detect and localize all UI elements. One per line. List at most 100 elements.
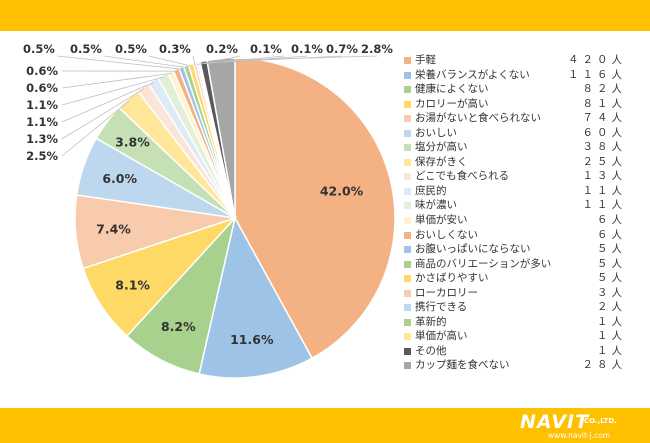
legend-swatch <box>404 173 411 181</box>
legend-label: おいしくない <box>415 228 478 241</box>
legend-label: ローカロリー <box>415 286 478 299</box>
data-label: 0.1% <box>291 42 323 56</box>
legend-label: お湯がないと食べられない <box>415 112 541 125</box>
data-label: 11.6% <box>230 332 274 347</box>
data-label: 3.8% <box>115 135 150 150</box>
pie-slice <box>198 215 314 379</box>
legend-swatch <box>404 318 411 326</box>
legend-value: １３人 <box>582 170 626 183</box>
legend-value: ６０人 <box>582 126 626 139</box>
legend-entry: お腹いっぱいにならない ５人 <box>404 242 640 257</box>
legend-value: １１人 <box>582 184 626 197</box>
data-label: 0.2% <box>206 42 238 56</box>
legend-label: お腹いっぱいにならない <box>415 243 531 256</box>
legend-value: ８２人 <box>582 83 626 96</box>
data-label: 0.6% <box>26 81 58 95</box>
leader-line <box>221 55 378 61</box>
legend-value: ５人 <box>597 257 626 270</box>
leader-line <box>203 55 343 64</box>
pie-chart: 42.0% 11.6% 8.2% 8.1% 7.4% 6.0% 3.8% 0.5% 0.5% 0.… <box>23 42 396 379</box>
legend-entry: 庶民的 １１人 <box>404 184 640 199</box>
legend-swatch <box>404 362 411 370</box>
legend-value: ３人 <box>597 286 626 299</box>
logo-text: NAVIT <box>520 411 590 433</box>
legend-label: かさばりやすい <box>415 272 489 285</box>
legend-value: ３８人 <box>582 141 626 154</box>
legend-swatch <box>404 115 411 123</box>
legend-label: カロリーが高い <box>415 97 489 110</box>
bottom-banner <box>0 408 650 443</box>
legend-label: 庶民的 <box>415 184 447 197</box>
company-logo: NAVIT CO.,LTD. www.navit-j.com <box>520 411 640 441</box>
legend-swatch <box>404 289 411 297</box>
legend-label: 手軽 <box>415 54 436 66</box>
legend-label: 栄養バランスがよくない <box>415 68 530 81</box>
data-label: 2.5% <box>26 149 58 163</box>
legend-swatch <box>404 246 411 254</box>
data-label: 1.1% <box>26 98 58 112</box>
legend-swatch <box>404 144 411 152</box>
legend-entry: ローカロリー ３人 <box>404 286 640 301</box>
legend-value: １人 <box>597 330 626 343</box>
legend-value: １１人 <box>582 199 626 212</box>
logo-suffix: CO.,LTD. <box>584 417 617 425</box>
legend-swatch <box>404 275 411 283</box>
data-label: 1.3% <box>26 132 58 146</box>
legend-value: ６人 <box>597 214 626 227</box>
legend-value: １１６人 <box>568 68 626 81</box>
legend-entry: カップ麺を食べない ２８人 <box>404 358 640 373</box>
leader-line <box>56 55 182 70</box>
legend-value: ８１人 <box>582 97 626 110</box>
top-banner <box>0 0 650 31</box>
legend-label: 単価が高い <box>415 330 468 343</box>
legend-entry: 栄養バランスがよくない １１６人 <box>404 68 640 83</box>
legend-entry: 健康によくない ８２人 <box>404 82 640 97</box>
legend-entry: かさばりやすい ５人 <box>404 271 640 286</box>
legend-value: ５人 <box>597 272 626 285</box>
data-label: 0.7% <box>326 42 358 56</box>
leader-line <box>61 73 172 89</box>
data-label: 1.1% <box>26 115 58 129</box>
legend-swatch <box>404 187 411 195</box>
legend-value: ７４人 <box>582 112 626 125</box>
legend-label: 携行できる <box>415 301 468 314</box>
legend-value: ６人 <box>597 228 626 241</box>
legend-value: ２人 <box>597 301 626 314</box>
legend-value: １人 <box>597 315 626 328</box>
logo-url: www.navit-j.com <box>548 431 611 440</box>
legend-entry: お湯がないと食べられない ７４人 <box>404 111 640 126</box>
legend-swatch <box>404 71 411 79</box>
data-label: 8.2% <box>161 319 196 334</box>
leader-line <box>61 81 155 123</box>
data-label: 2.8% <box>361 42 393 56</box>
pie-slice <box>234 57 396 360</box>
data-label: 42.0% <box>320 184 364 199</box>
legend-swatch <box>404 202 411 210</box>
legend-entry: どこでも食べられる １３人 <box>404 169 640 184</box>
legend-entry: 単価が安い ６人 <box>404 213 640 228</box>
legend-entry: 塩分が高い ３８人 <box>404 140 640 155</box>
legend-label: 健康によくない <box>415 83 489 96</box>
leader-line <box>61 88 145 140</box>
legend-label: どこでも食べられる <box>415 170 510 183</box>
legend-entry: 保存がきく ２５人 <box>404 155 640 170</box>
legend-entry: 単価が高い １人 <box>404 329 640 344</box>
legend-label: 味が濃い <box>415 199 457 212</box>
leader-line <box>192 55 196 66</box>
pie-slice <box>206 57 236 219</box>
legend-swatch <box>404 347 411 355</box>
legend-label: 保存がきく <box>415 155 468 168</box>
legend-entry: おいしくない ６人 <box>404 228 640 243</box>
legend-swatch <box>404 57 411 64</box>
legend-value: ５人 <box>597 243 626 256</box>
legend-value: １人 <box>597 344 626 357</box>
legend-swatch <box>404 86 411 94</box>
data-label: 7.4% <box>96 222 131 237</box>
data-label: 6.0% <box>102 171 137 186</box>
leader-line <box>61 100 130 157</box>
legend-label: 単価が安い <box>415 214 468 227</box>
legend-label: 革新的 <box>415 315 447 328</box>
legend-value: ２５人 <box>582 155 626 168</box>
data-label: 8.1% <box>115 277 150 292</box>
legend-swatch <box>404 217 411 225</box>
